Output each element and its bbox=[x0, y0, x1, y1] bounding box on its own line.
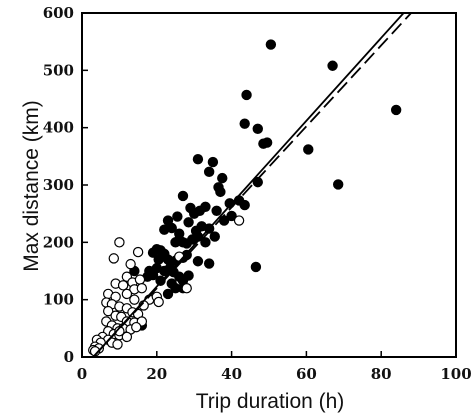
filled-data-point bbox=[200, 201, 211, 212]
filled-data-point bbox=[239, 199, 250, 211]
open-data-point bbox=[233, 215, 245, 226]
y-tick-label: 600 bbox=[43, 4, 74, 22]
filled-data-point bbox=[203, 258, 215, 269]
regression-lines bbox=[92, 12, 412, 358]
y-axis-label: Max distance (km) bbox=[20, 100, 43, 272]
open-data-point bbox=[136, 283, 148, 294]
filled-data-point bbox=[215, 186, 226, 198]
open-data-point bbox=[121, 331, 133, 343]
filled-data-point bbox=[252, 123, 263, 135]
open-data-point bbox=[117, 280, 129, 291]
open-data-point bbox=[102, 305, 114, 317]
data-points bbox=[88, 39, 402, 357]
axis-ticks: 0 20 40 60 80 100 0 100 200 300 400 500 600 bbox=[43, 4, 472, 383]
x-tick-label: 40 bbox=[221, 365, 242, 383]
filled-data-point bbox=[177, 190, 189, 202]
filled-data-point bbox=[200, 237, 211, 248]
filled-data-point bbox=[159, 224, 170, 235]
filled-data-point bbox=[217, 172, 228, 184]
filled-data-point bbox=[153, 254, 164, 265]
filled-data-point bbox=[241, 89, 252, 101]
open-data-point bbox=[108, 253, 119, 264]
filled-data-point bbox=[183, 270, 194, 281]
plot-frame bbox=[81, 12, 457, 358]
plot-area: 0 20 40 60 80 100 0 100 200 300 400 500 600 bbox=[43, 4, 472, 383]
filled-data-point bbox=[192, 256, 204, 267]
filled-data-point bbox=[265, 39, 277, 50]
filled-data-point bbox=[332, 179, 344, 190]
open-data-point bbox=[112, 339, 123, 350]
filled-data-point bbox=[261, 137, 273, 148]
y-tick-label: 0 bbox=[64, 348, 74, 366]
open-data-point bbox=[181, 283, 192, 294]
x-tick-label: 80 bbox=[371, 365, 392, 383]
filled-data-point bbox=[207, 156, 219, 168]
filled-data-point bbox=[327, 60, 338, 71]
filled-data-point bbox=[390, 104, 402, 116]
filled-data-point bbox=[252, 176, 263, 188]
open-data-point bbox=[134, 274, 146, 285]
filled-data-point bbox=[185, 202, 196, 214]
x-tick-label: 60 bbox=[296, 365, 317, 383]
open-data-point bbox=[129, 294, 140, 305]
open-data-point bbox=[132, 246, 144, 258]
x-axis-label: Trip duration (h) bbox=[196, 390, 345, 413]
dashed-fit-line bbox=[92, 12, 412, 358]
filled-data-point bbox=[203, 166, 215, 178]
x-tick-label: 0 bbox=[77, 365, 87, 383]
open-data-point bbox=[125, 258, 136, 270]
filled-data-point bbox=[250, 261, 262, 273]
filled-data-point bbox=[183, 217, 194, 228]
filled-data-point bbox=[226, 210, 237, 222]
y-tick-label: 400 bbox=[43, 119, 74, 137]
solid-fit-line bbox=[92, 12, 405, 358]
x-tick-label: 100 bbox=[440, 365, 471, 383]
filled-data-point bbox=[192, 153, 204, 165]
filled-data-point bbox=[211, 205, 222, 216]
open-data-point bbox=[131, 321, 142, 333]
filled-data-point bbox=[162, 288, 174, 300]
filled-data-point bbox=[303, 144, 314, 155]
x-tick-label: 20 bbox=[146, 365, 167, 383]
open-data-point bbox=[121, 288, 133, 300]
filled-data-point bbox=[172, 211, 183, 222]
open-data-point bbox=[153, 296, 164, 308]
filled-data-point bbox=[155, 275, 166, 286]
filled-data-point bbox=[239, 118, 250, 129]
open-data-point bbox=[114, 326, 125, 337]
y-tick-label: 100 bbox=[43, 291, 74, 309]
filled-data-point bbox=[209, 231, 220, 242]
y-tick-label: 500 bbox=[43, 61, 74, 79]
y-tick-label: 300 bbox=[43, 176, 74, 194]
open-data-point bbox=[114, 237, 125, 248]
y-tick-label: 200 bbox=[43, 233, 74, 251]
